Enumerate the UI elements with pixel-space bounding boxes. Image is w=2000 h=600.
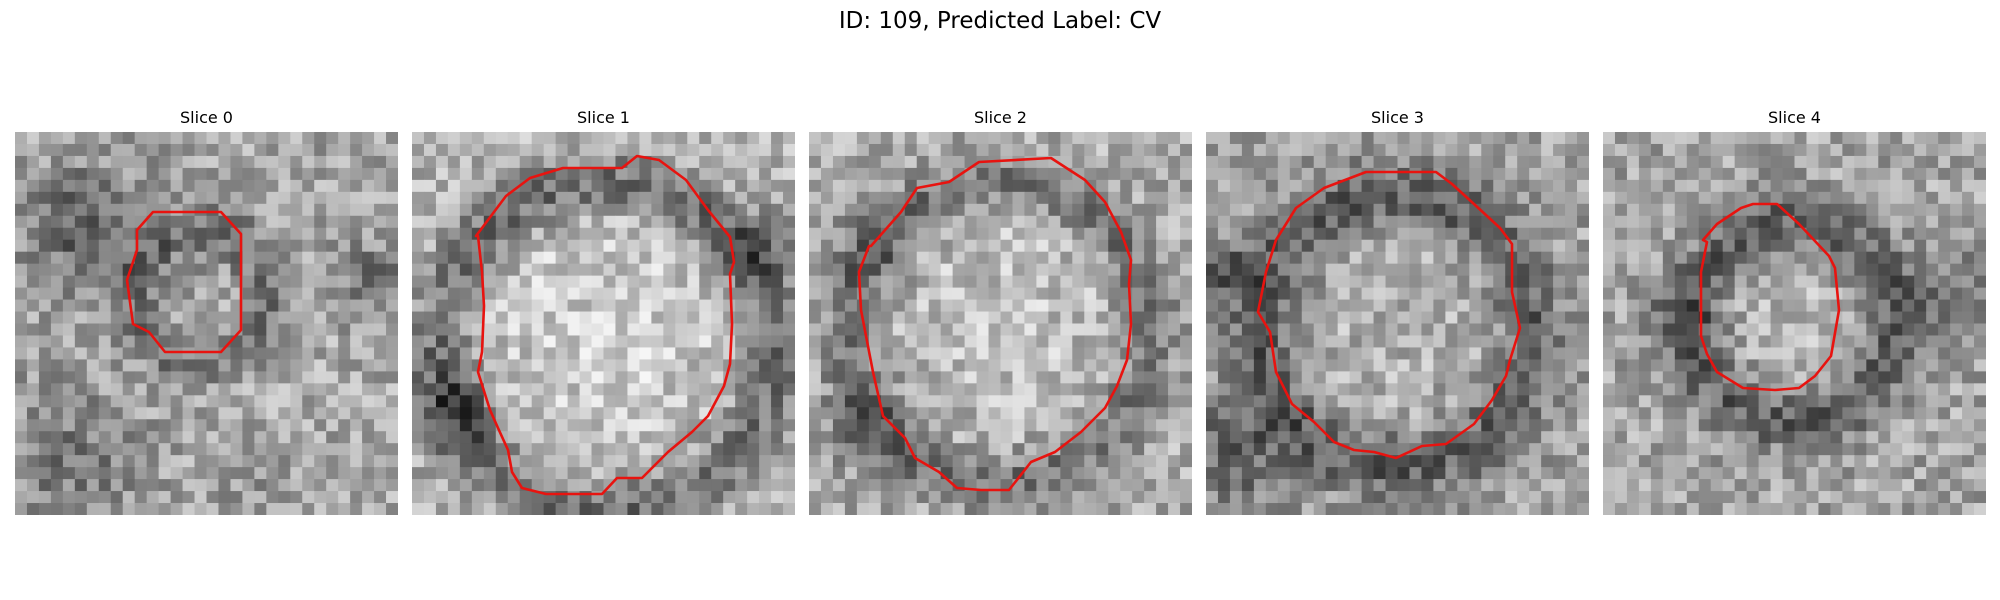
- slice-image-3: [1206, 132, 1589, 515]
- contour-outline-2: [857, 156, 1133, 492]
- slice-panel-4: Slice 4: [1603, 108, 1986, 515]
- slice-image-4: [1603, 132, 1986, 515]
- contour-outline-0: [125, 210, 243, 354]
- slice-panel-3: Slice 3: [1206, 108, 1589, 515]
- slice-image-1: [412, 132, 795, 515]
- slice-image-0: [15, 132, 398, 515]
- contour-outline-4: [1699, 202, 1841, 392]
- slice-title-4: Slice 4: [1768, 108, 1821, 127]
- slice-image-2: [809, 132, 1192, 515]
- slice-title-0: Slice 0: [180, 108, 233, 127]
- contour-outline-1: [474, 154, 736, 496]
- slice-panel-1: Slice 1: [412, 108, 795, 515]
- figure-title: ID: 109, Predicted Label: CV: [838, 8, 1162, 34]
- slice-panel-2: Slice 2: [809, 108, 1192, 515]
- contour-outline-3: [1256, 170, 1522, 460]
- slice-title-1: Slice 1: [577, 108, 630, 127]
- slice-panel-0: Slice 0: [15, 108, 398, 515]
- slice-title-2: Slice 2: [974, 108, 1027, 127]
- slice-title-3: Slice 3: [1371, 108, 1424, 127]
